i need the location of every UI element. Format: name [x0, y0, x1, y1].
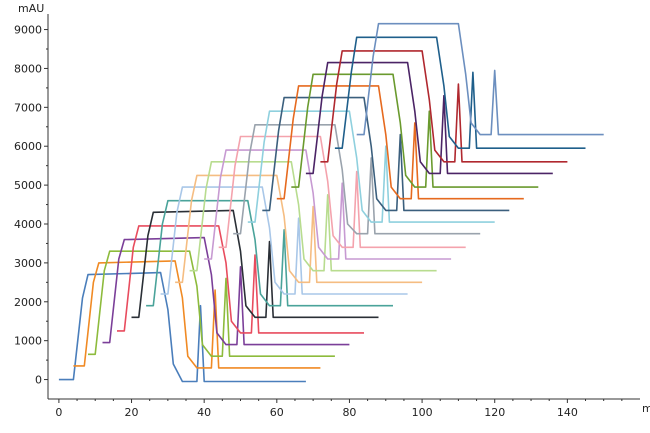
- y-tick-label: 8000: [14, 62, 42, 75]
- series-line-19: [320, 50, 568, 163]
- x-tick-label: 20: [125, 406, 139, 419]
- x-tick-label: 0: [55, 406, 62, 419]
- y-tick-label: 9000: [14, 24, 42, 37]
- y-tick-label: 4000: [14, 218, 42, 231]
- axes-group: 0 1000 2000 3000 4000 5000 6000 7000 8000 9000 0 20…: [14, 14, 640, 419]
- series-line-4: [102, 236, 350, 346]
- x-tick-label: 40: [197, 406, 211, 419]
- series-line-15: [262, 96, 510, 212]
- x-axis-unit-label: m: [642, 402, 650, 415]
- y-axis-unit-label: mAU: [18, 2, 44, 15]
- series-line-9: [175, 174, 423, 284]
- series-line-8: [160, 186, 408, 295]
- series-line-18: [305, 61, 553, 175]
- x-tick-label: 140: [557, 406, 578, 419]
- series-line-10: [189, 161, 437, 272]
- series-line-13: [233, 124, 481, 235]
- y-tick-label: 3000: [14, 257, 42, 270]
- series-line-11: [204, 149, 452, 260]
- trace-group: [58, 22, 604, 383]
- x-tick-label: 60: [270, 406, 284, 419]
- series-line-5: [117, 225, 364, 334]
- series-line-7: [146, 199, 393, 307]
- series-line-1: [58, 271, 306, 383]
- series-line-6: [131, 209, 379, 319]
- series-line-2: [73, 260, 321, 369]
- series-line-21: [356, 22, 604, 136]
- series-line-3: [88, 250, 335, 357]
- series-line-12: [218, 135, 466, 249]
- y-tick-label: 7000: [14, 101, 42, 114]
- x-tick-label: 80: [342, 406, 356, 419]
- x-tick-label: 100: [412, 406, 433, 419]
- series-line-16: [276, 85, 524, 200]
- y-tick-label: 2000: [14, 296, 42, 309]
- y-tick-label: 6000: [14, 140, 42, 153]
- y-tick-label: 0: [35, 374, 42, 387]
- series-line-17: [291, 73, 539, 188]
- series-line-14: [247, 110, 495, 223]
- y-tick-label: 5000: [14, 179, 42, 192]
- x-tick-label: 120: [484, 406, 505, 419]
- series-line-20: [334, 36, 586, 149]
- y-tick-label: 1000: [14, 335, 42, 348]
